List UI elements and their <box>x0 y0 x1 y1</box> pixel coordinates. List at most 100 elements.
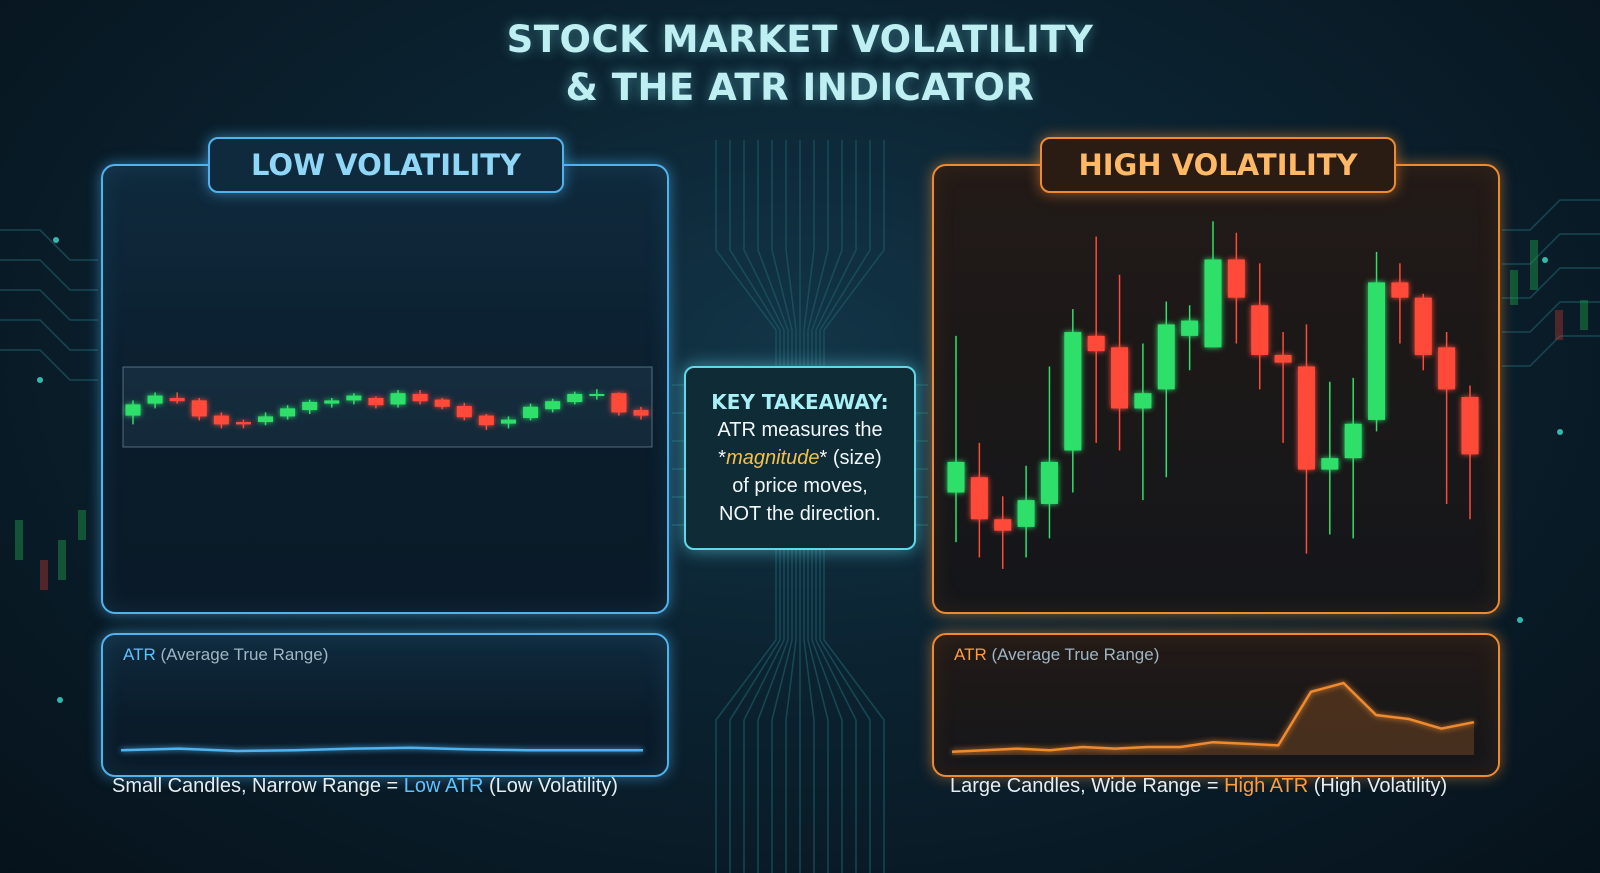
circuit-trace <box>715 140 777 366</box>
candle-body <box>456 406 472 418</box>
candle <box>500 416 516 429</box>
candle <box>994 496 1012 569</box>
background-candle <box>78 510 86 540</box>
circuit-trace <box>729 550 781 873</box>
high-atr-title-rest: (Average True Range) <box>986 645 1160 664</box>
candle <box>147 392 163 409</box>
low-atr-title: ATR (Average True Range) <box>123 645 328 665</box>
candle-body <box>1040 461 1058 504</box>
candle-body <box>1227 259 1245 298</box>
circuit-trace <box>803 550 815 873</box>
circuit-node <box>57 697 63 703</box>
candle <box>302 399 318 414</box>
candle <box>611 392 627 416</box>
background-candle <box>58 540 66 580</box>
candle-body <box>125 404 141 416</box>
candle-body <box>280 408 296 417</box>
low-atr-title-accent: ATR <box>123 645 156 664</box>
candle-body <box>1321 458 1339 470</box>
circuit-trace <box>0 289 98 321</box>
range-band <box>122 366 653 448</box>
atr-area <box>952 683 1474 755</box>
circuit-trace <box>823 550 885 873</box>
candle <box>567 391 583 405</box>
candle-body <box>147 395 163 404</box>
low-caption-pre: Small Candles, Narrow Range = <box>112 775 404 797</box>
candle <box>1321 381 1339 535</box>
candle-body <box>434 399 450 407</box>
candle-body <box>412 394 428 402</box>
candle-body <box>1111 347 1129 409</box>
candle-body <box>368 398 384 406</box>
candle-body <box>1157 324 1175 390</box>
atr-line <box>951 681 1475 754</box>
circuit-trace <box>815 550 857 873</box>
candle-body <box>1134 393 1152 409</box>
circuit-trace <box>811 550 843 873</box>
candle <box>478 414 494 430</box>
circuit-node <box>1557 429 1563 435</box>
circuit-trace <box>785 140 797 366</box>
candle-body <box>947 461 965 493</box>
candle <box>1157 301 1175 478</box>
candle <box>368 396 384 409</box>
candle <box>1181 305 1199 371</box>
candle <box>1040 366 1058 539</box>
candle <box>1111 274 1129 451</box>
candle-body <box>611 393 627 413</box>
low-caption-highlight: Low ATR <box>403 775 484 797</box>
candle <box>213 412 229 429</box>
low-atr-panel: ATR (Average True Range) <box>101 633 669 777</box>
background-candle <box>15 520 23 560</box>
candle-body <box>1391 282 1409 298</box>
candle <box>1461 385 1479 520</box>
candle <box>169 392 185 404</box>
candle <box>1064 309 1082 493</box>
circuit-trace <box>0 259 98 291</box>
high-caption-highlight: High ATR <box>1224 775 1309 797</box>
candle <box>324 398 340 408</box>
candle-body <box>1438 347 1456 390</box>
candle-body <box>1274 354 1292 363</box>
circuit-trace <box>729 140 781 366</box>
candle <box>412 390 428 405</box>
circuit-trace <box>807 550 829 873</box>
key-takeaway-line1: ATR measures the <box>717 419 883 441</box>
candle-body <box>1461 397 1479 455</box>
candle <box>235 419 251 429</box>
candle <box>1017 465 1035 558</box>
candle-body <box>191 400 207 417</box>
circuit-trace <box>1502 267 1600 299</box>
candle <box>947 335 965 543</box>
candle <box>456 402 472 421</box>
candle-body <box>258 416 274 422</box>
candle <box>1274 332 1292 443</box>
low-volatility-caption: Small Candles, Narrow Range = Low ATR (L… <box>112 775 618 798</box>
candle <box>633 406 649 420</box>
circuit-trace <box>823 140 885 366</box>
circuit-trace <box>1502 199 1600 231</box>
low-atr-line-chart <box>120 746 643 753</box>
circuit-trace <box>1502 233 1600 265</box>
key-takeaway-emphasis: magnitude <box>726 447 820 469</box>
high-volatility-caption: Large Candles, Wide Range = High ATR (Hi… <box>950 775 1447 798</box>
circuit-trace <box>1502 301 1600 333</box>
key-takeaway-suffix: * (size) <box>819 447 882 469</box>
background-candle <box>40 560 48 590</box>
candle <box>1391 263 1409 344</box>
high-atr-title-accent: ATR <box>954 645 987 664</box>
candle <box>1414 293 1432 371</box>
low-caption-post: (Low Volatility) <box>483 775 618 797</box>
high-volatility-chart-panel <box>932 164 1500 614</box>
circuit-trace <box>743 140 785 366</box>
circuit-trace <box>757 140 789 366</box>
circuit-trace <box>757 550 789 873</box>
high-volatility-candlestick-chart <box>947 221 1479 569</box>
candle <box>1087 236 1105 443</box>
circuit-trace <box>0 349 98 381</box>
candle-body <box>994 519 1012 531</box>
circuit-node <box>53 237 59 243</box>
candle-body <box>1344 423 1362 459</box>
candle <box>523 403 539 421</box>
